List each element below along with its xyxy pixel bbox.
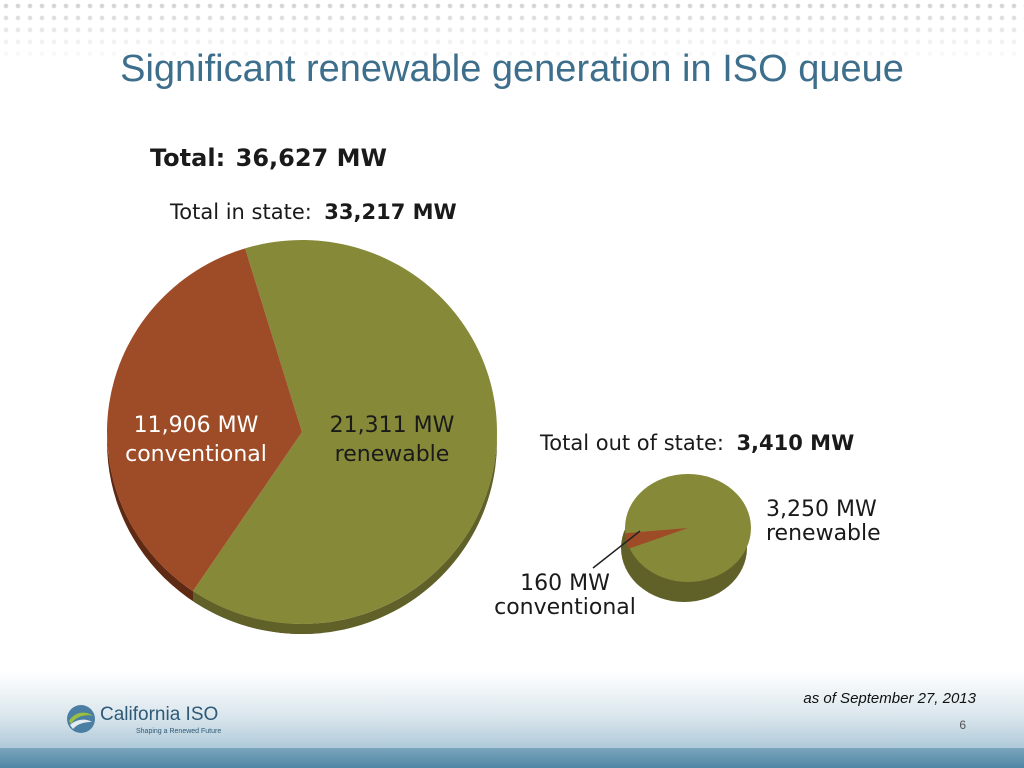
in-state-conventional-value-label: 11,906 MW xyxy=(134,413,259,438)
as-of-date: as of September 27, 2013 xyxy=(803,690,976,707)
total-label: Total: 36,627 MW xyxy=(150,144,387,172)
in-state-renewable-value-label: 21,311 MW xyxy=(330,413,455,438)
logo-swirl-icon xyxy=(67,705,95,733)
in-state-conventional-category-label: conventional xyxy=(125,442,267,467)
out-of-state-pie xyxy=(621,474,751,602)
in-state-renewable-slice xyxy=(192,240,498,625)
slide-title: Significant renewable generation in ISO … xyxy=(120,48,904,90)
header-dot-pattern xyxy=(0,0,1024,62)
out-of-state-renewable-value-label: 3,250 MW xyxy=(766,497,877,522)
out-of-state-conventional-value-label: 160 MW xyxy=(520,571,610,596)
out-of-state-label: Total out of state: 3,410 MW xyxy=(539,431,854,455)
leader-line xyxy=(592,530,641,569)
pie-charts: Total: 36,627 MW Total in state: 33,217 … xyxy=(106,144,881,635)
in-state-renewable-depth xyxy=(192,432,497,635)
in-state-conventional-slice xyxy=(107,248,302,592)
page-number: 6 xyxy=(959,718,966,732)
out-of-state-renewable-category-label: renewable xyxy=(766,521,881,546)
logo-name: California ISO xyxy=(100,704,219,725)
in-state-pie xyxy=(106,240,498,635)
footer-band xyxy=(0,748,1024,768)
out-of-state-conventional-category-label: conventional xyxy=(494,595,636,620)
california-iso-logo: California ISO Shaping a Renewed Future xyxy=(66,702,226,742)
in-state-label: Total in state: 33,217 MW xyxy=(169,200,457,224)
in-state-renewable-category-label: renewable xyxy=(335,442,450,467)
logo-tagline: Shaping a Renewed Future xyxy=(136,728,222,735)
out-of-state-conventional-slice xyxy=(625,528,688,549)
